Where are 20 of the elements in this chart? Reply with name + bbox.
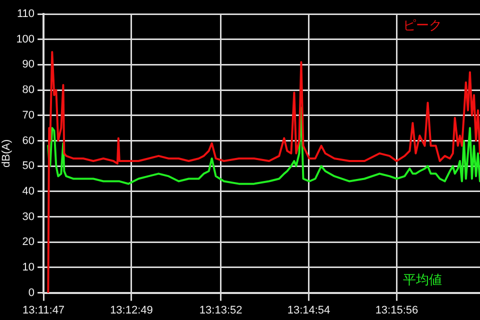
y-tick-label: 70	[22, 109, 35, 122]
x-tick-label: 13:15:56	[375, 304, 418, 316]
x-tick-label: 13:13:52	[199, 304, 242, 316]
y-tick-label: 20	[22, 236, 35, 248]
y-tick-label: 10	[22, 261, 35, 274]
y-axis-title: dB(A)	[0, 139, 13, 168]
y-tick-label: 30	[22, 210, 35, 223]
y-tick-label: 90	[22, 58, 35, 71]
y-tick-label: 100	[16, 33, 35, 46]
y-tick-label: 60	[22, 134, 35, 147]
y-tick-label: 110	[17, 8, 35, 20]
y-tick-label: 80	[22, 84, 35, 96]
x-tick-label: 13:14:54	[287, 304, 330, 316]
text: ピーク	[402, 18, 442, 34]
y-tick-label: 50	[22, 160, 35, 172]
y-tick-label: 40	[22, 185, 35, 198]
x-tick-label: 13:12:49	[110, 304, 153, 316]
x-tick-label: 13:11:47	[22, 304, 65, 316]
y-tick-label: 0	[28, 286, 35, 299]
text: 平均値	[402, 273, 442, 288]
